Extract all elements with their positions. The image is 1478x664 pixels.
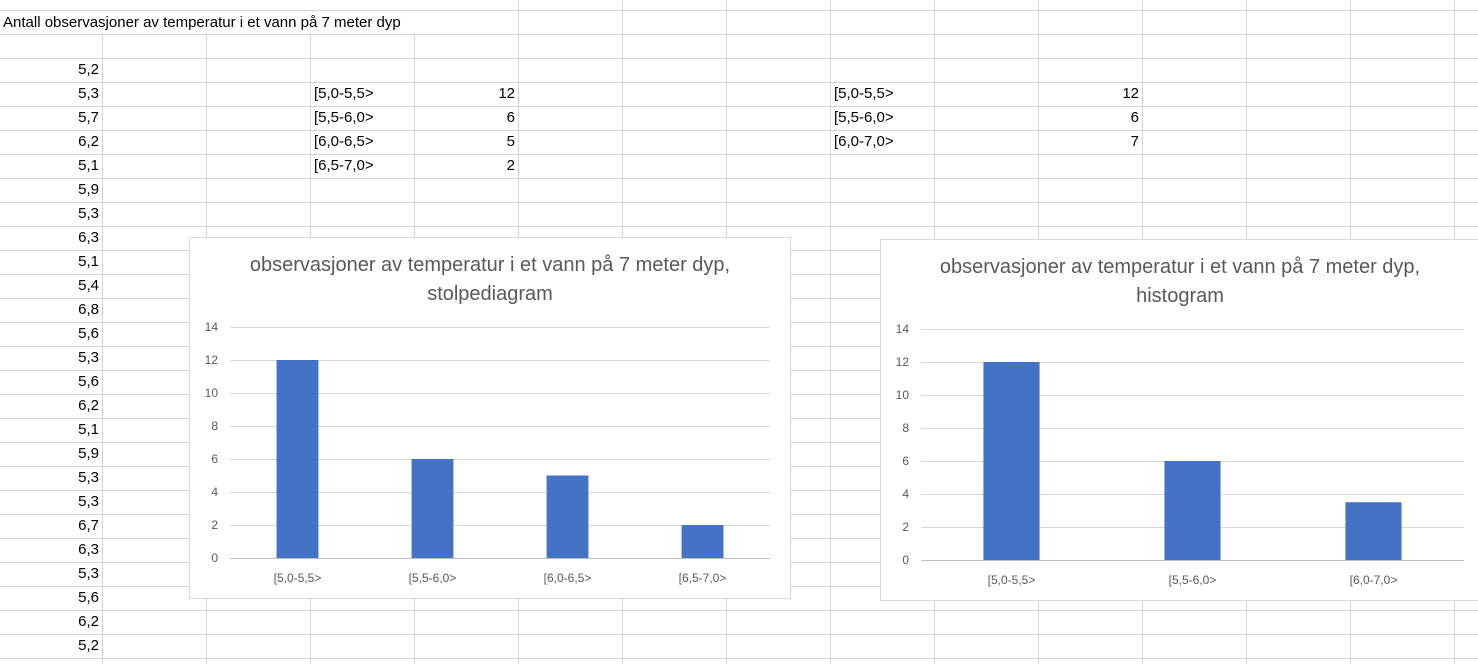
y-tick-label: 0 xyxy=(902,553,909,567)
interval-cell[interactable]: [5,0-5,5> xyxy=(834,85,894,102)
observation-cell[interactable]: 5,9 xyxy=(78,181,99,198)
observation-cell[interactable]: 5,9 xyxy=(78,445,99,462)
x-tick-label: [6,0-6,5> xyxy=(544,571,592,585)
observation-cell[interactable]: 5,1 xyxy=(78,253,99,270)
y-tick-label: 12 xyxy=(896,355,910,369)
observation-cell[interactable]: 6,7 xyxy=(78,517,99,534)
observation-cell[interactable]: 6,3 xyxy=(78,541,99,558)
observation-cell[interactable]: 5,3 xyxy=(78,469,99,486)
observation-cell[interactable]: 5,6 xyxy=(78,589,99,606)
observation-cell[interactable]: 5,2 xyxy=(78,61,99,78)
chart-title: observasjoner av temperatur i et vann på… xyxy=(939,256,1421,307)
observation-cell[interactable]: 6,8 xyxy=(78,301,99,318)
y-tick-label: 0 xyxy=(211,551,218,565)
interval-cell[interactable]: [5,0-5,5> xyxy=(314,85,374,102)
x-tick-label: [6,5-7,0> xyxy=(679,571,727,585)
x-tick-label: [5,0-5,5> xyxy=(988,573,1036,587)
observation-cell[interactable]: 6,3 xyxy=(78,229,99,246)
interval-cell[interactable]: [6,0-7,0> xyxy=(834,133,894,150)
x-tick-label: [5,0-5,5> xyxy=(274,571,322,585)
x-tick-label: [5,5-6,0> xyxy=(409,571,457,585)
y-tick-label: 2 xyxy=(902,520,909,534)
count-cell[interactable]: 2 xyxy=(506,157,515,174)
observation-cell[interactable]: 6,2 xyxy=(78,613,99,630)
bar xyxy=(276,360,319,558)
observation-cell[interactable]: 5,3 xyxy=(78,493,99,510)
y-tick-label: 10 xyxy=(896,388,910,402)
y-tick-label: 12 xyxy=(205,353,219,367)
observation-cell[interactable]: 5,1 xyxy=(78,421,99,438)
y-tick-label: 2 xyxy=(211,518,218,532)
y-tick-label: 6 xyxy=(211,452,218,466)
y-tick-label: 4 xyxy=(902,487,909,501)
observation-cell[interactable]: 6,2 xyxy=(78,133,99,150)
bar-chart-histogram[interactable]: observasjoner av temperatur i et vann på… xyxy=(880,239,1478,601)
observation-cell[interactable]: 5,1 xyxy=(78,157,99,174)
observation-cell[interactable]: 5,3 xyxy=(78,85,99,102)
bar-chart-stolpediagram[interactable]: observasjoner av temperatur i et vann på… xyxy=(189,237,791,599)
count-cell[interactable]: 12 xyxy=(1122,85,1139,102)
observation-cell[interactable]: 5,3 xyxy=(78,565,99,582)
observation-cell[interactable]: 5,7 xyxy=(78,109,99,126)
observation-cell[interactable]: 6,2 xyxy=(78,397,99,414)
histogram-plot: 0 2 4 6 8 10 12 14 [5,0-5,5> [5,5-6,0> [6,0-7,0> xyxy=(896,322,1464,587)
x-tick-label: [6,0-7,0> xyxy=(1350,573,1398,587)
observation-cell[interactable]: 5,6 xyxy=(78,325,99,342)
y-tick-label: 8 xyxy=(211,419,218,433)
observation-cell[interactable]: 5,6 xyxy=(78,373,99,390)
bar xyxy=(546,475,589,558)
y-tick-label: 8 xyxy=(902,421,909,435)
interval-cell[interactable]: [5,5-6,0> xyxy=(834,109,894,126)
bar xyxy=(1164,461,1221,560)
count-cell[interactable]: 6 xyxy=(1130,109,1139,126)
y-tick-label: 6 xyxy=(902,454,909,468)
chart-title: observasjoner av temperatur i et vann på… xyxy=(249,254,731,305)
interval-cell[interactable]: [6,5-7,0> xyxy=(314,157,374,174)
interval-cell[interactable]: [5,5-6,0> xyxy=(314,109,374,126)
y-tick-label: 4 xyxy=(211,485,218,499)
observation-cell[interactable]: 5,3 xyxy=(78,349,99,366)
count-cell[interactable]: 5 xyxy=(506,133,515,150)
sheet-title[interactable]: Antall observasjoner av temperatur i et … xyxy=(3,14,401,31)
observation-cell[interactable]: 5,3 xyxy=(78,205,99,222)
bar-chart-plot: 0 2 4 6 8 10 12 14 [5,0-5,5> [5,5-6,0> [6,0-6,5> [6… xyxy=(205,320,770,585)
x-tick-label: [5,5-6,0> xyxy=(1169,573,1217,587)
observation-cell[interactable]: 5,2 xyxy=(78,637,99,654)
y-tick-label: 10 xyxy=(205,386,219,400)
bar xyxy=(1345,502,1402,560)
y-tick-label: 14 xyxy=(896,322,910,336)
y-tick-label: 14 xyxy=(205,320,219,334)
bar xyxy=(411,459,454,558)
interval-cell[interactable]: [6,0-6,5> xyxy=(314,133,374,150)
count-cell[interactable]: 12 xyxy=(498,85,515,102)
bar xyxy=(681,525,724,558)
count-cell[interactable]: 7 xyxy=(1130,133,1139,150)
bar xyxy=(983,362,1040,560)
count-cell[interactable]: 6 xyxy=(506,109,515,126)
observation-cell[interactable]: 5,4 xyxy=(78,277,99,294)
